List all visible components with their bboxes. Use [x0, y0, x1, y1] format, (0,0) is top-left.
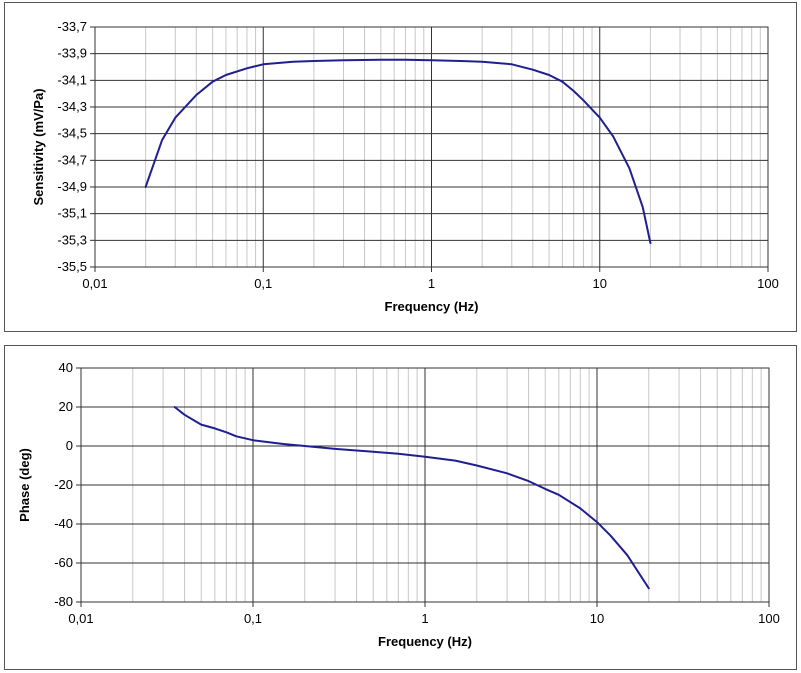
- sensitivity-x-tick-label: 1: [428, 276, 435, 291]
- phase-y-tick-label: -40: [54, 516, 73, 531]
- phase-x-tick-label: 0,01: [68, 611, 93, 626]
- sensitivity-y-tick-label: -34,9: [57, 179, 87, 194]
- sensitivity-chart-panel: -33,7 -33,9 -34,1 -34,3 -34,5 -34,7 -34,9 -35,1…: [4, 2, 797, 332]
- phase-x-tick-label: 0,1: [244, 611, 262, 626]
- phase-y-tick-label: -20: [54, 477, 73, 492]
- phase-x-tick-label: 10: [590, 611, 604, 626]
- sensitivity-x-tick-label: 10: [593, 276, 607, 291]
- sensitivity-y-tick-label: -34,5: [57, 126, 87, 141]
- sensitivity-x-tick-label: 100: [757, 276, 779, 291]
- sensitivity-y-axis-title: Sensitivity (mV/Pa): [31, 88, 46, 205]
- sensitivity-y-tick-label: -34,7: [57, 152, 87, 167]
- sensitivity-y-tick-label: -35,1: [57, 206, 87, 221]
- phase-y-axis-title: Phase (deg): [17, 448, 32, 522]
- sensitivity-y-tick-label: -34,1: [57, 72, 87, 87]
- sensitivity-y-tick-label: -34,3: [57, 99, 87, 114]
- phase-y-tick-label: -60: [54, 555, 73, 570]
- sensitivity-x-tick-label: 0,1: [254, 276, 272, 291]
- sensitivity-x-axis-title: Frequency (Hz): [385, 299, 479, 314]
- phase-x-tick-label: 100: [758, 611, 780, 626]
- sensitivity-y-tick-label: -33,9: [57, 46, 87, 61]
- sensitivity-data-line: [144, 58, 652, 244]
- sensitivity-chart: -33,7 -33,9 -34,1 -34,3 -34,5 -34,7 -34,9 -35,1…: [31, 19, 779, 314]
- sensitivity-x-tick-label: 0,01: [82, 276, 107, 291]
- sensitivity-y-tick-label: -35,5: [57, 259, 87, 274]
- sensitivity-y-tick-label: -33,7: [57, 19, 87, 34]
- phase-y-tick-label: 0: [66, 438, 73, 453]
- phase-x-tick-label: 1: [421, 611, 428, 626]
- phase-chart: 40 20 0 -20 -40 -60 -80 0,01 0,1 1 10 100 Frequency …: [17, 360, 780, 649]
- phase-y-tick-label: -80: [54, 594, 73, 609]
- phase-x-axis-title: Frequency (Hz): [378, 634, 472, 649]
- sensitivity-y-tick-label: -35,3: [57, 232, 87, 247]
- phase-y-tick-label: 20: [59, 399, 73, 414]
- phase-y-tick-label: 40: [59, 360, 73, 375]
- phase-data-line: [173, 406, 650, 590]
- phase-chart-panel: 40 20 0 -20 -40 -60 -80 0,01 0,1 1 10 100 Frequency …: [4, 345, 797, 670]
